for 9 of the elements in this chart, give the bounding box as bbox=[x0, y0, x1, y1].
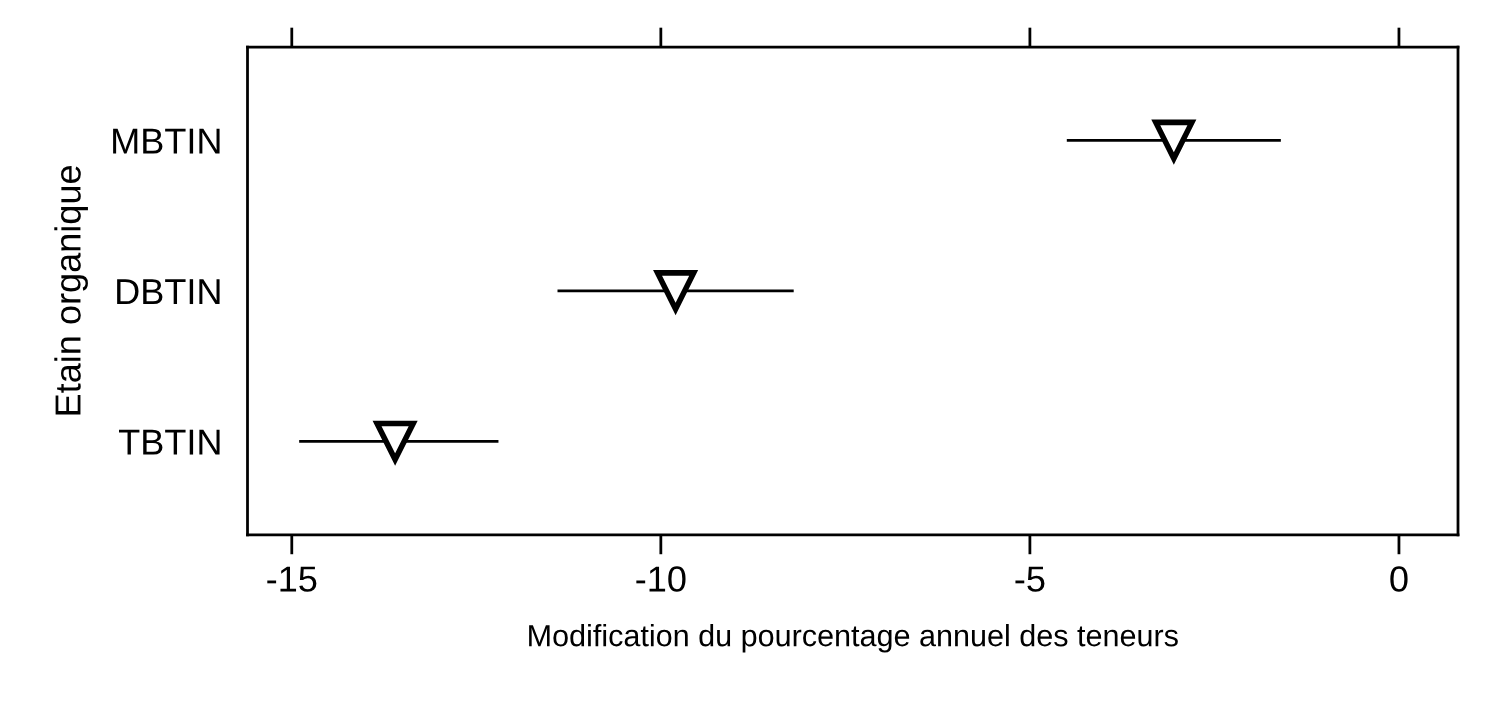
y-tick-label: MBTIN bbox=[113, 128, 220, 154]
y-tick-label: TBTIN bbox=[119, 429, 220, 455]
x-tick-label: -10 bbox=[636, 566, 686, 592]
x-axis-title: Modification du pourcentage annuel des teneurs bbox=[529, 624, 1178, 653]
x-tick-label: -15 bbox=[267, 566, 317, 592]
x-tick-label: 0 bbox=[1390, 566, 1408, 592]
x-tick-label: -5 bbox=[1015, 566, 1045, 592]
y-tick-label: DBTIN bbox=[117, 279, 220, 305]
y-axis-title: Etain organique bbox=[54, 166, 88, 415]
